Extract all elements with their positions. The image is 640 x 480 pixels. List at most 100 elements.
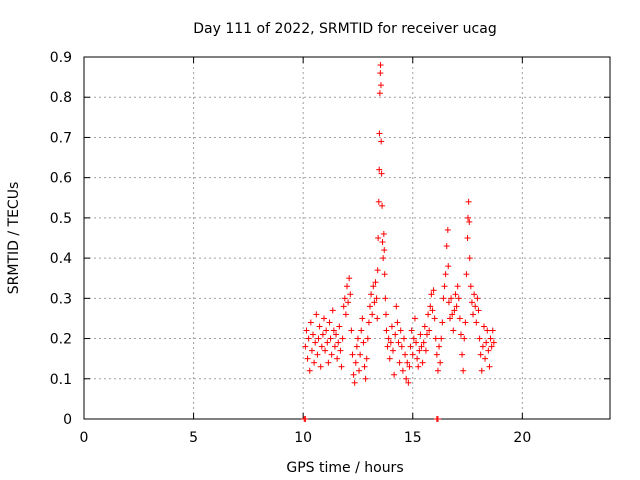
data-point	[378, 138, 385, 145]
data-point	[342, 311, 349, 318]
data-point	[440, 295, 447, 302]
y-tick-label: 0.6	[50, 171, 72, 187]
data-point	[369, 311, 376, 318]
x-tick-label: 20	[513, 430, 531, 446]
data-point	[380, 230, 387, 237]
data-point	[308, 347, 315, 354]
data-point	[466, 218, 473, 225]
data-point	[477, 351, 484, 358]
data-point	[303, 327, 310, 334]
data-point	[443, 243, 450, 250]
data-point	[394, 319, 401, 326]
data-point	[409, 351, 416, 358]
data-point	[430, 287, 437, 294]
data-point	[487, 335, 494, 342]
data-point	[316, 323, 323, 330]
y-tick-label: 0.9	[50, 50, 72, 66]
data-point	[339, 335, 346, 342]
data-point	[315, 335, 322, 342]
data-point	[474, 295, 481, 302]
data-point	[436, 343, 443, 350]
data-point	[427, 303, 434, 310]
data-point	[333, 331, 340, 338]
data-point	[341, 295, 348, 302]
data-point	[433, 351, 440, 358]
data-point	[374, 315, 381, 322]
x-tick-label: 0	[80, 430, 89, 446]
data-point	[451, 307, 458, 314]
data-point	[381, 271, 388, 278]
data-point	[429, 307, 436, 314]
data-point	[349, 351, 356, 358]
data-point	[456, 315, 463, 322]
data-point	[314, 351, 321, 358]
data-point	[447, 315, 454, 322]
data-point	[386, 355, 393, 362]
data-point	[380, 255, 387, 262]
data-point	[457, 331, 464, 338]
data-point	[478, 367, 485, 374]
data-point	[390, 347, 397, 354]
data-point	[468, 299, 475, 306]
data-point	[486, 363, 493, 370]
data-point	[426, 327, 433, 334]
data-point	[302, 416, 309, 422]
axis-ticks: 0 0.1 0.2 0.3 0.4 0.5 0.6 0.7 0.8 0.9 0 5 10 15 20	[50, 50, 610, 446]
data-point	[358, 327, 365, 334]
data-point	[361, 363, 368, 370]
data-point	[304, 355, 311, 362]
grid	[84, 57, 610, 419]
data-point	[364, 335, 371, 342]
data-point	[377, 62, 384, 69]
data-point	[360, 339, 367, 346]
data-point	[365, 319, 372, 326]
data-point	[338, 363, 345, 370]
data-point	[470, 311, 477, 318]
y-tick-label: 0.4	[50, 251, 72, 267]
data-point	[460, 367, 467, 374]
data-point	[353, 343, 360, 350]
data-point	[329, 307, 336, 314]
data-point	[370, 283, 377, 290]
data-point	[417, 331, 424, 338]
data-point	[368, 291, 375, 298]
data-point	[378, 170, 385, 177]
data-point	[354, 335, 361, 342]
data-point	[450, 327, 457, 334]
data-point	[371, 299, 378, 306]
data-point	[414, 355, 421, 362]
data-point	[398, 343, 405, 350]
data-point	[475, 307, 482, 314]
data-points	[301, 62, 497, 422]
data-point	[388, 323, 395, 330]
data-point	[397, 327, 404, 334]
data-point	[305, 335, 312, 342]
plot-frame	[83, 56, 611, 420]
data-point	[347, 291, 354, 298]
data-point	[428, 291, 435, 298]
data-point	[411, 315, 418, 322]
data-point	[385, 335, 392, 342]
y-tick-label: 0.1	[50, 372, 72, 388]
data-point	[438, 335, 445, 342]
data-point	[467, 283, 474, 290]
data-point	[330, 327, 337, 334]
data-point	[479, 343, 486, 350]
y-axis-label: SRMTID / TECUs	[6, 182, 22, 295]
data-point	[399, 367, 406, 374]
data-point	[393, 303, 400, 310]
data-point	[328, 351, 335, 358]
y-tick-label: 0.5	[50, 211, 72, 227]
data-point	[419, 359, 426, 366]
data-point	[302, 343, 309, 350]
data-point	[392, 331, 399, 338]
data-point	[336, 323, 343, 330]
data-point	[377, 70, 384, 77]
data-point	[454, 283, 461, 290]
data-point	[375, 235, 382, 241]
data-point	[441, 283, 448, 290]
data-point	[335, 339, 342, 346]
data-point	[334, 355, 341, 362]
data-point	[387, 339, 394, 346]
